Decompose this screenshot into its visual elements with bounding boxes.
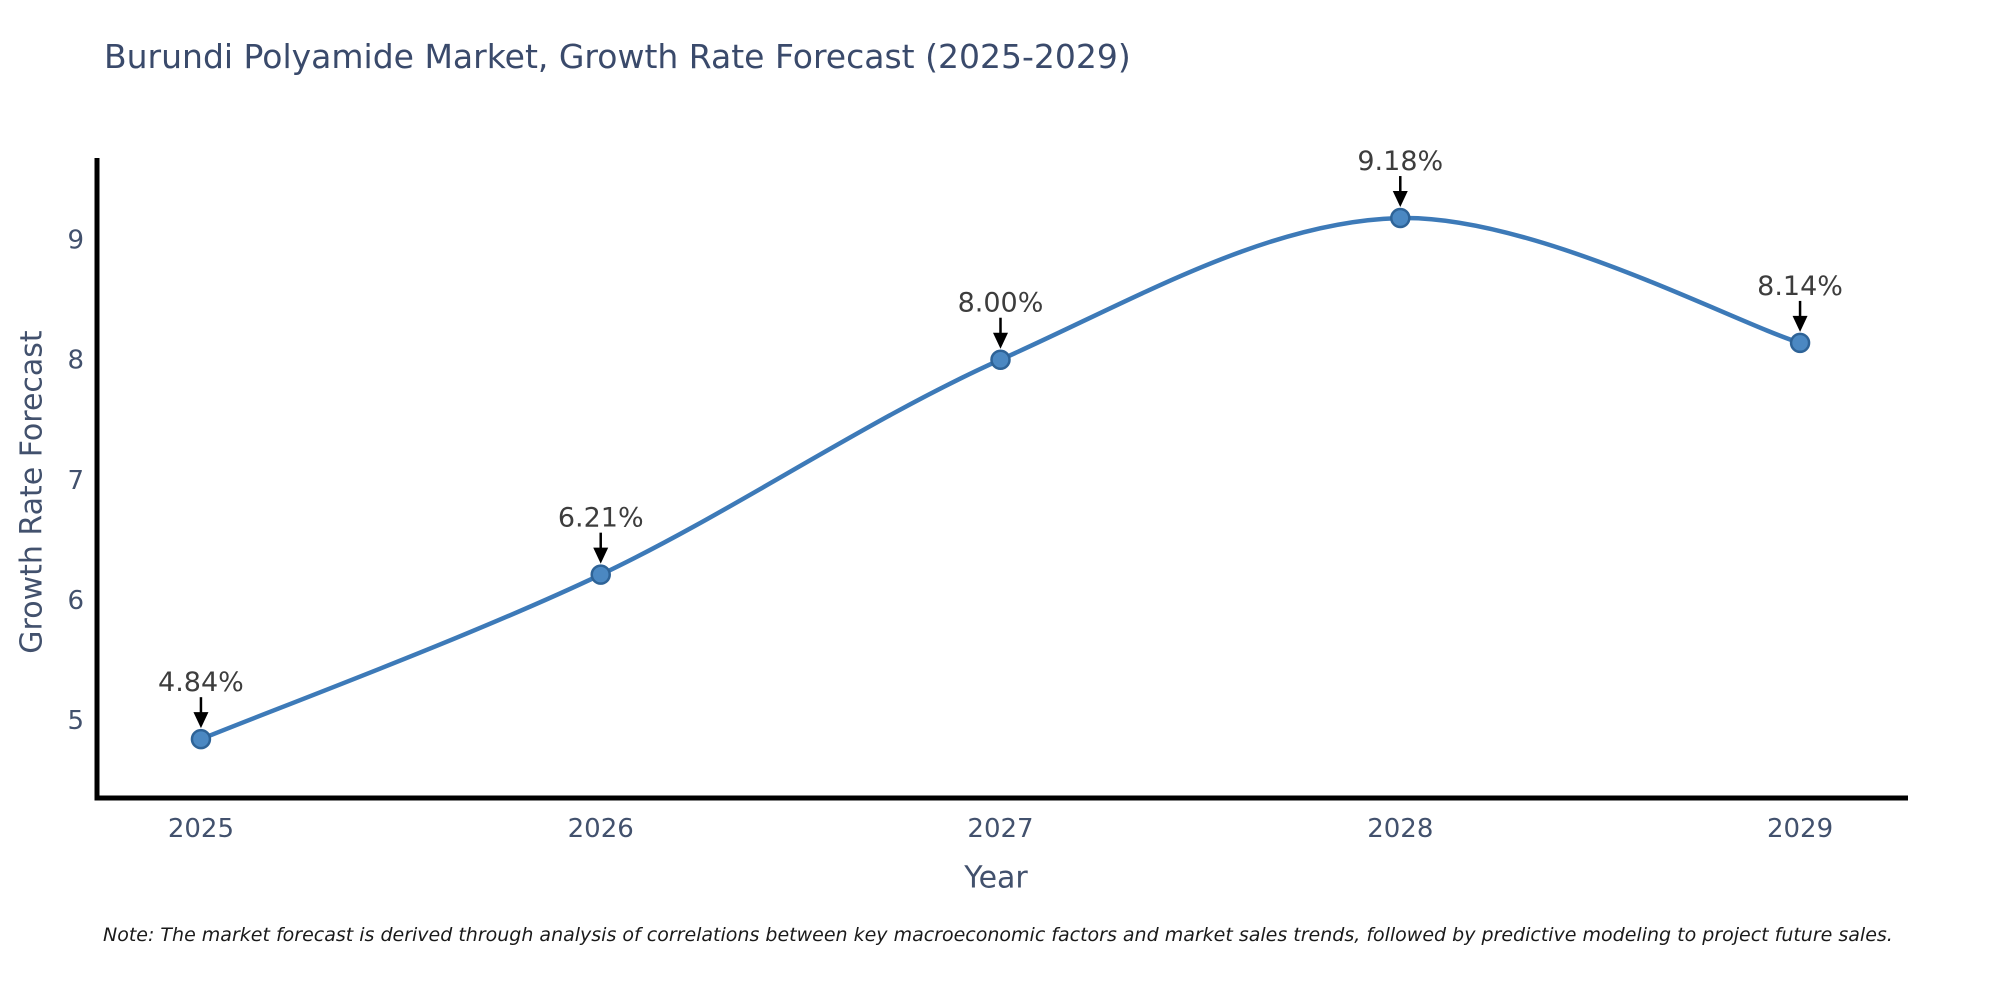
point-value-label: 4.84%: [158, 667, 244, 698]
data-point: [190, 728, 212, 750]
x-tick-label: 2027: [967, 814, 1033, 844]
annotation-arrowhead-icon: [1792, 315, 1808, 332]
x-axis-label: Year: [964, 860, 1028, 896]
data-point: [590, 564, 611, 585]
annotation-arrowhead-icon: [993, 332, 1009, 349]
y-tick-label: 7: [67, 466, 84, 496]
data-point: [1390, 207, 1411, 229]
annotation-arrowhead-icon: [1392, 191, 1408, 208]
x-tick-label: 2028: [1367, 814, 1433, 844]
x-tick-label: 2029: [1767, 814, 1833, 844]
point-value-label: 8.14%: [1757, 271, 1843, 302]
data-point: [1789, 332, 1811, 354]
y-tick-label: 6: [67, 586, 84, 616]
x-tick-label: 2026: [568, 814, 634, 844]
y-tick-label: 9: [67, 226, 84, 256]
y-tick-label: 8: [67, 346, 84, 376]
point-value-label: 8.00%: [958, 288, 1044, 319]
x-tick-label: 2025: [168, 814, 234, 844]
y-tick-label: 5: [67, 706, 84, 736]
point-value-label: 6.21%: [558, 503, 644, 534]
data-point: [990, 349, 1011, 370]
annotation-arrowhead-icon: [593, 547, 609, 564]
point-value-label: 9.18%: [1357, 146, 1443, 177]
chart-title: Burundi Polyamide Market, Growth Rate Fo…: [104, 37, 1131, 76]
annotation-arrowhead-icon: [193, 712, 209, 729]
footnote: Note: The market forecast is derived thr…: [103, 924, 1893, 946]
